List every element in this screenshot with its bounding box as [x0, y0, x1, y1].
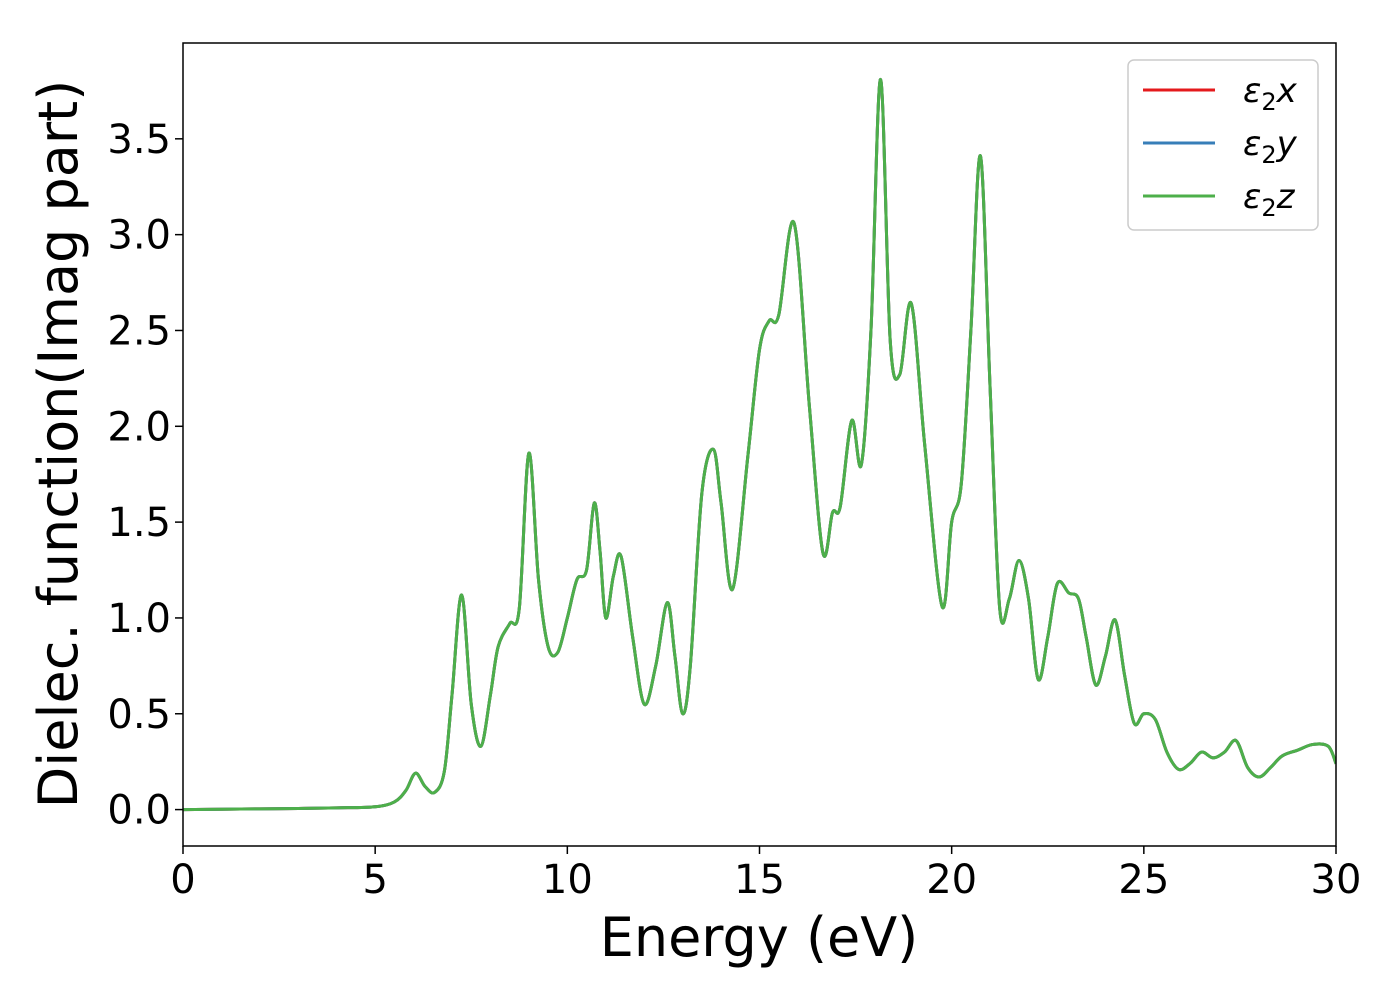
y-axis: 0.0 0.5 1.0 1.5 2.0 2.5 3.0 3.5: [107, 117, 183, 834]
x-tick-label: 20: [926, 857, 977, 903]
y-tick-label: 3.5: [107, 117, 171, 163]
legend: ε2x ε2y ε2z: [1127, 59, 1319, 231]
legend-label: ε2z: [1243, 177, 1296, 222]
series-line-z: [183, 77, 1336, 812]
legend-label: ε2x: [1243, 71, 1298, 116]
y-tick-label: 3.0: [107, 213, 171, 259]
legend-label: ε2y: [1243, 124, 1298, 169]
x-axis-label: Energy (eV): [600, 906, 919, 969]
y-tick-label: 0.5: [107, 692, 171, 738]
y-tick-label: 1.5: [107, 500, 171, 546]
x-tick-label: 0: [170, 857, 195, 903]
y-tick-label: 0.0: [107, 788, 171, 834]
series-layer: [183, 77, 1336, 812]
x-tick-label: 25: [1118, 857, 1169, 903]
y-tick-label: 1.0: [107, 596, 171, 642]
y-axis-label: Dielec. function(Imag part): [27, 80, 90, 809]
legend-box: [1127, 59, 1319, 231]
y-tick-label: 2.5: [107, 308, 171, 354]
x-axis: 0 5 10 15 20 25 30: [170, 846, 1361, 903]
x-tick-label: 15: [734, 857, 785, 903]
x-tick-label: 10: [542, 857, 593, 903]
x-tick-label: 30: [1311, 857, 1362, 903]
x-tick-label: 5: [362, 857, 387, 903]
y-tick-label: 2.0: [107, 404, 171, 450]
